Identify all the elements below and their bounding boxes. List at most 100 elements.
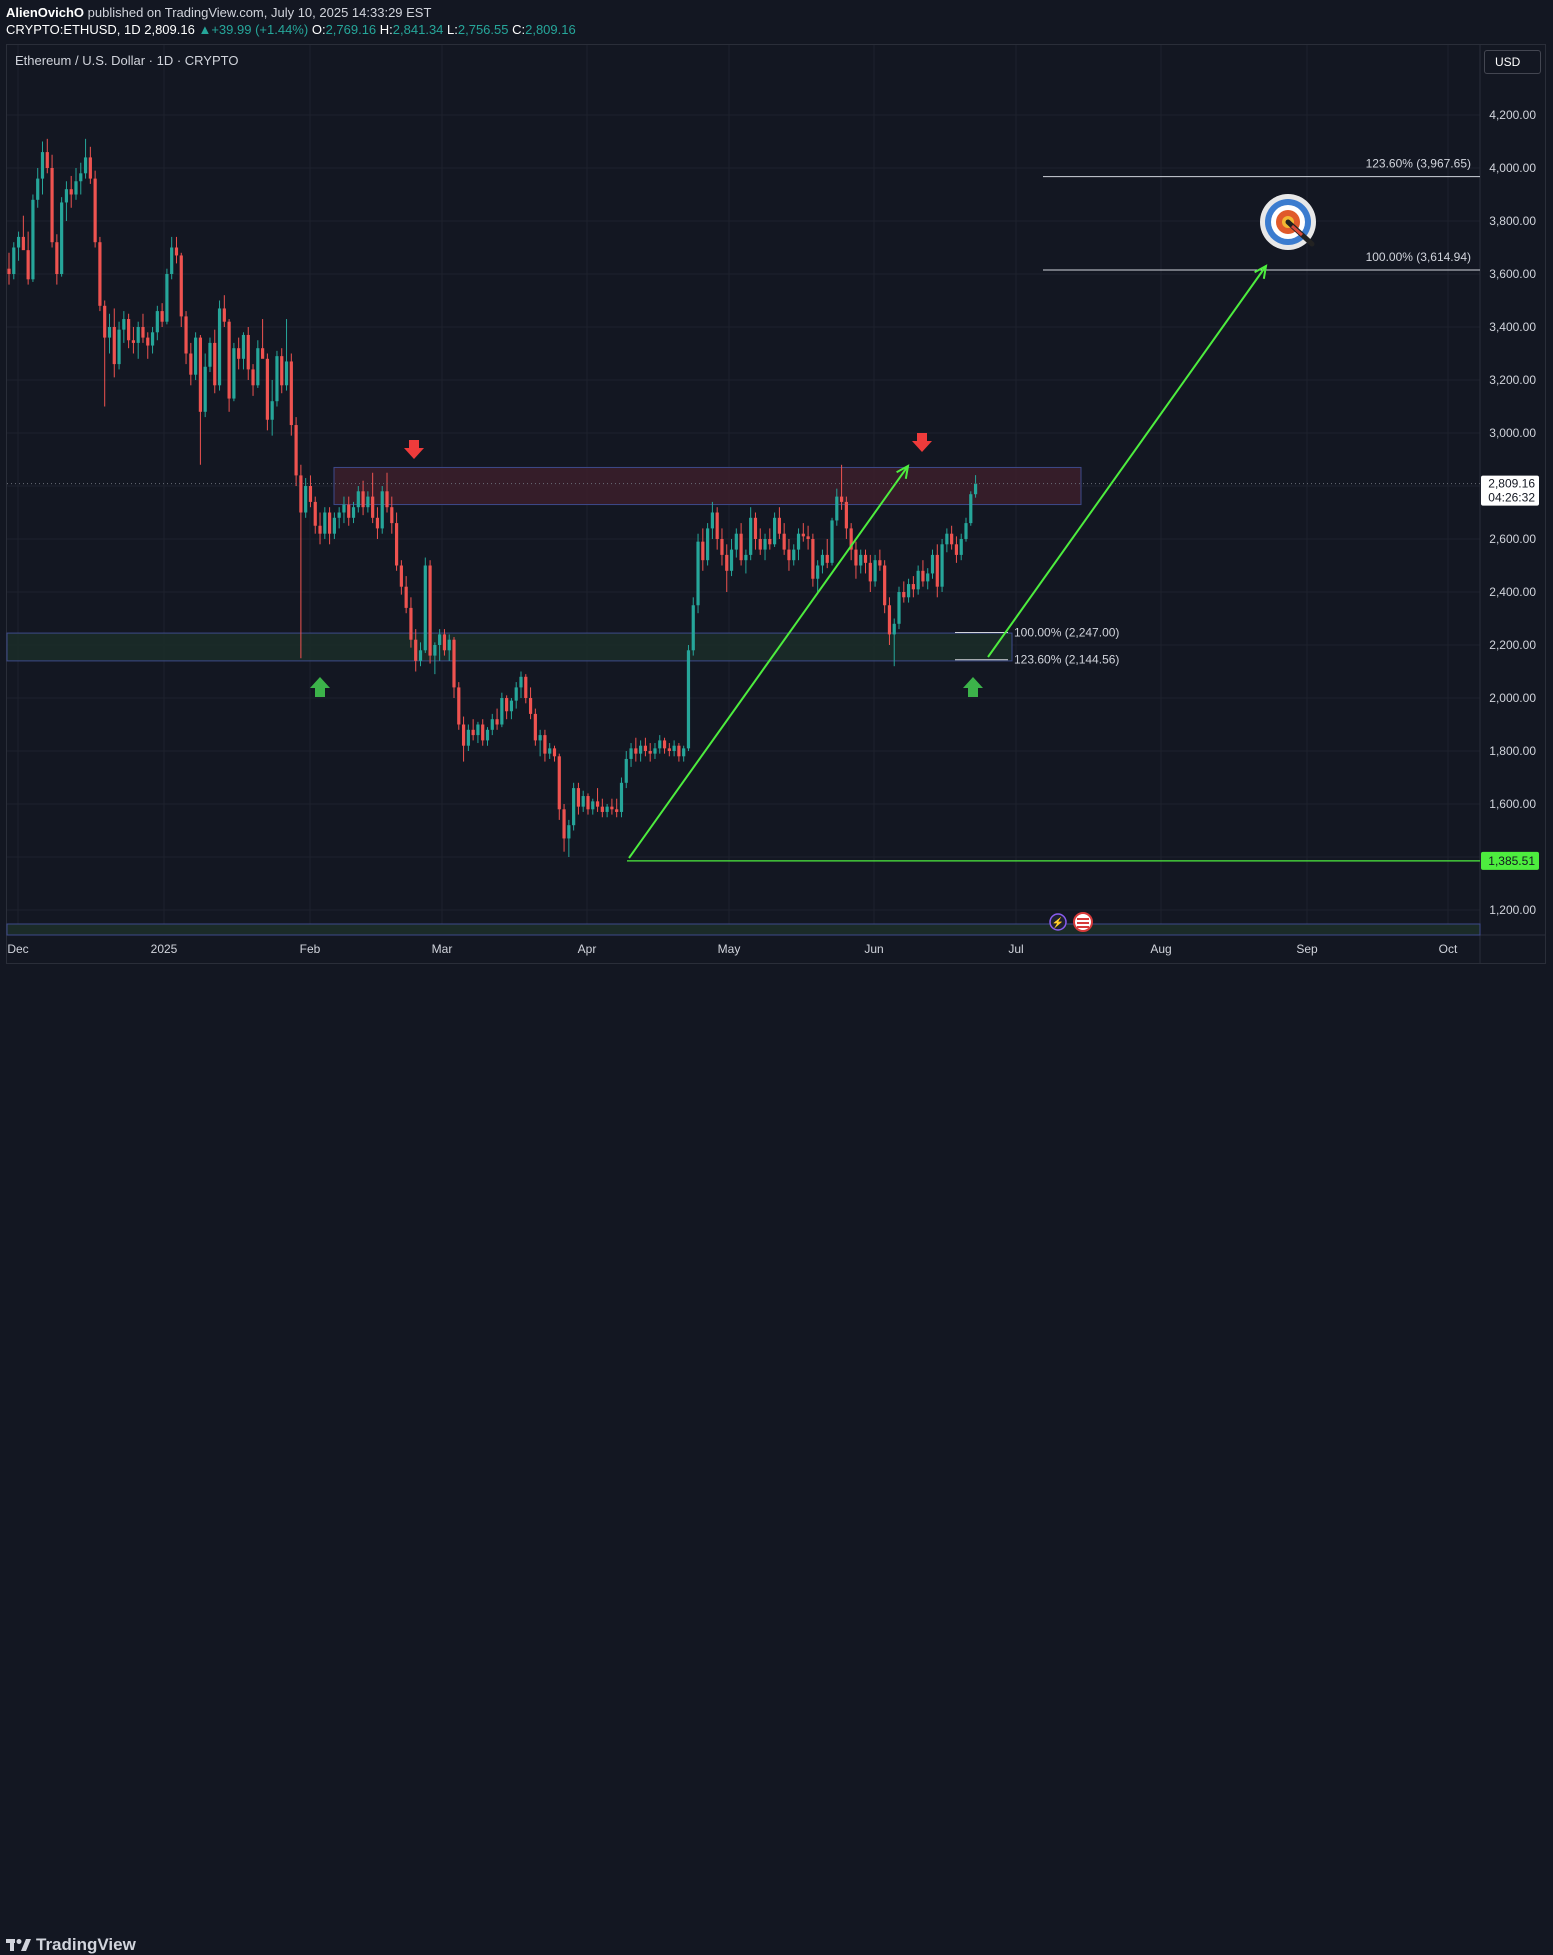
candle-body <box>69 189 73 195</box>
tradingview-logo[interactable]: TradingView <box>6 1935 136 1955</box>
author-name[interactable]: AlienOvichO <box>6 5 85 20</box>
candle-body <box>950 533 954 545</box>
candle-body <box>313 501 317 526</box>
candle-body <box>758 539 762 550</box>
flag-stripe <box>1077 926 1089 928</box>
candle-body <box>686 650 691 749</box>
candle-body <box>734 533 738 550</box>
y-tick-label: 4,200.00 <box>1489 108 1536 122</box>
level-price-label: 1,385.51 <box>1488 854 1535 868</box>
candle-body <box>720 539 724 555</box>
candle-body <box>227 321 231 399</box>
candle-body <box>567 825 571 839</box>
candle-body <box>643 745 648 751</box>
candle-body <box>691 605 695 651</box>
candle-body <box>945 533 949 545</box>
projection-arrow-head <box>1254 264 1268 279</box>
candle-body <box>12 247 16 274</box>
candle-body <box>777 517 781 534</box>
candle-body <box>88 157 92 179</box>
y-tick-label: 1,600.00 <box>1489 797 1536 811</box>
candle-body <box>892 623 896 635</box>
candle-body <box>423 565 427 651</box>
candle-body <box>739 533 743 561</box>
candle-body <box>672 745 676 751</box>
candle-body <box>461 724 466 746</box>
candle-body <box>447 639 451 651</box>
candle-body <box>969 494 973 524</box>
open-label: O: <box>311 22 326 37</box>
candle-body <box>715 512 719 539</box>
candle-body <box>428 565 432 656</box>
candle-body <box>299 475 303 513</box>
candle-body <box>706 528 710 561</box>
dart-tip <box>1290 224 1304 237</box>
candle-body <box>399 565 403 587</box>
candle-body <box>500 698 504 725</box>
candle-body <box>495 719 499 725</box>
candle-body <box>811 539 815 579</box>
candle-body <box>471 729 475 736</box>
candle-body <box>304 486 308 513</box>
candle-body <box>246 334 250 370</box>
candle-body <box>332 517 336 534</box>
candle-body <box>438 634 442 645</box>
y-tick-label: 1,200.00 <box>1489 903 1536 917</box>
lightning-icon <box>1049 913 1067 931</box>
x-tick-label: 2025 <box>151 942 178 956</box>
candle-body <box>476 724 480 736</box>
candle-body <box>887 605 892 635</box>
candle-body <box>83 157 88 174</box>
current-price-label: 2,809.16 <box>1488 477 1535 491</box>
chart-frame[interactable] <box>6 44 1546 964</box>
candle-body <box>36 178 40 200</box>
x-tick-label: Jun <box>864 942 883 956</box>
candle-body <box>112 327 116 365</box>
candle-body <box>648 751 652 754</box>
candle-body <box>351 507 356 518</box>
candle-body <box>241 334 246 359</box>
candle-body <box>371 496 375 518</box>
candle-body <box>662 740 667 749</box>
y-tick-label: 3,600.00 <box>1489 267 1536 281</box>
candle-body <box>21 236 25 251</box>
candle-body <box>284 361 289 386</box>
candle-body <box>198 337 202 412</box>
candle-body <box>897 592 901 624</box>
candle-body <box>902 592 906 598</box>
candle-body <box>418 650 423 661</box>
candle-body <box>859 554 863 566</box>
candle-body <box>658 740 662 749</box>
y-tick-label: 3,000.00 <box>1489 426 1536 440</box>
candle-body <box>414 639 418 661</box>
fib-level-label: 123.60% (2,144.56) <box>1014 653 1119 667</box>
candle-body <box>524 676 528 698</box>
candle-body <box>615 809 619 812</box>
candle-body <box>878 560 882 566</box>
countdown-label: 04:26:32 <box>1488 491 1535 505</box>
candle-body <box>208 342 212 367</box>
candle-body <box>74 181 78 195</box>
candle-body <box>959 539 963 555</box>
candle-body <box>883 565 887 606</box>
candle-body <box>213 342 217 386</box>
candle-body <box>787 549 791 561</box>
candle-body <box>490 719 494 730</box>
candle-body <box>31 199 35 280</box>
candle-body <box>906 584 911 598</box>
candle-body <box>40 152 45 179</box>
currency-button[interactable]: USD <box>1484 50 1541 74</box>
footer: TradingView <box>0 964 1553 1954</box>
candle-body <box>457 687 461 725</box>
candle-body <box>835 496 839 521</box>
candle-body <box>682 748 686 757</box>
candle-body <box>327 512 332 534</box>
candle-body <box>194 337 198 375</box>
candle-body <box>7 268 11 274</box>
candle-body <box>394 523 399 566</box>
candle-body <box>595 801 600 807</box>
price-chart[interactable]: 1,200.001,400.001,600.001,800.002,000.00… <box>0 0 1553 1000</box>
candle-body <box>433 645 437 656</box>
candle-body <box>792 549 796 561</box>
candle-body <box>481 724 485 741</box>
